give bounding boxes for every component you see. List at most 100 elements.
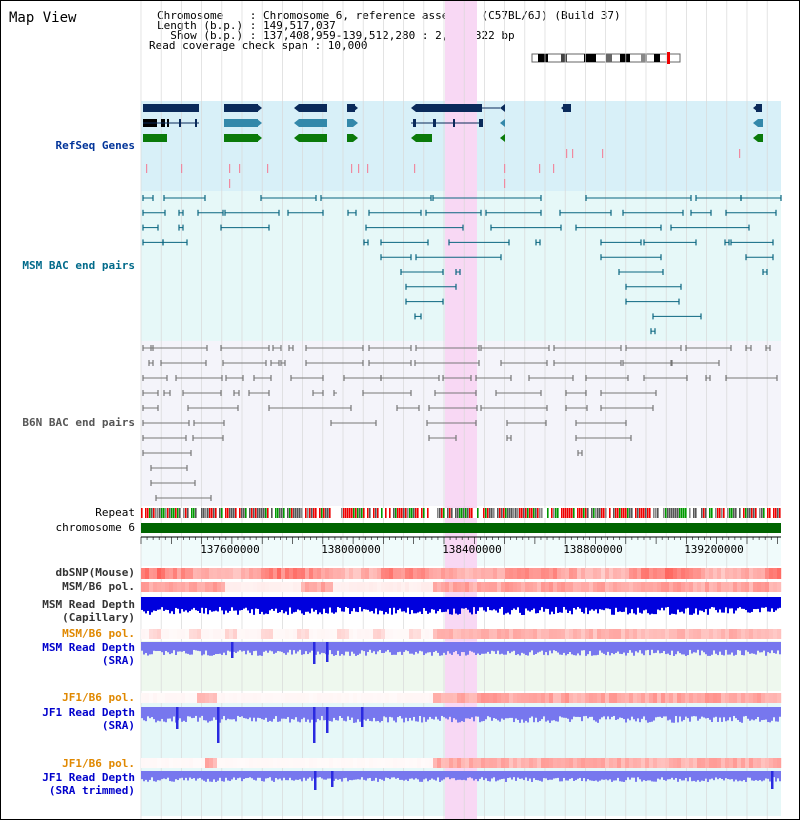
jf1-trim-depth-bar (487, 771, 489, 782)
msm-sra-depth-bar (473, 642, 475, 653)
jf1-trim-depth-bar (615, 771, 617, 781)
msm-capillary-depth-bar (499, 597, 501, 609)
jf1-sra-depth-bar (401, 707, 403, 719)
msm-pol-cell (229, 582, 234, 592)
gene-exon (179, 119, 181, 127)
msm-pol-cell (605, 582, 610, 592)
msm-pol-cell (569, 582, 574, 592)
dbsnp-cell (733, 568, 738, 579)
jf1-trim-pol-cell (185, 758, 190, 768)
dbsnp-cell (349, 568, 354, 579)
jf1-sra-depth-bar (385, 707, 387, 718)
msm-sra-depth-bar (563, 642, 565, 653)
jf1-trim-pol-cell (641, 758, 646, 768)
msm-pol-cell (245, 582, 250, 592)
jf1-trim-depth-bar (665, 771, 667, 781)
msm-capillary-depth-bar (203, 597, 205, 614)
msm-sra-depth-bar (651, 642, 653, 650)
msm-capillary-depth-bar (327, 597, 329, 614)
repeat-element (655, 508, 657, 518)
jf1-trim-depth-bar (387, 771, 389, 779)
msm-sra-pol-cell (441, 629, 446, 639)
jf1-sra-depth-bar (715, 707, 717, 717)
msm-sra-depth-bar (283, 642, 285, 654)
msm-pol-cell (653, 582, 658, 592)
msm-sra-depth-bar (767, 642, 769, 653)
jf1-trim-depth-bar (265, 771, 267, 779)
msm-pol-cell (629, 582, 634, 592)
jf1-sra-depth-bar (353, 707, 355, 723)
msm-sra-depth-bar (769, 642, 771, 654)
jf1-trim-depth-bar (663, 771, 665, 780)
jf1-trim-pol-cell (377, 758, 382, 768)
msm-sra-depth-bar (221, 642, 223, 655)
jf1-sra-depth-bar (377, 707, 379, 721)
jf1-trim-depth-bar (553, 771, 555, 779)
jf1-trim-pol-cell (665, 758, 670, 768)
jf1-trim-pol-cell (525, 758, 530, 768)
msm-capillary-depth-bar (147, 597, 149, 611)
msm-capillary-depth-bar (389, 597, 391, 609)
jf1-sra-depth-bar (469, 707, 471, 719)
repeat-element (377, 508, 379, 518)
dbsnp-cell (373, 568, 378, 579)
msm-sra-pol-cell (321, 629, 326, 639)
msm-sra-depth-bar (627, 642, 629, 653)
repeat-element (375, 508, 377, 518)
msm-capillary-depth-bar (541, 597, 543, 608)
repeat-element (703, 508, 705, 518)
jf1-sra-depth-bar (195, 707, 197, 716)
dbsnp-cell (197, 568, 202, 579)
msm-sra-depth-bar (435, 642, 437, 651)
jf1-sra-depth-bar (599, 707, 601, 720)
jf1-trim-depth-bar (659, 771, 661, 780)
position-axis: 137600000 138000000 138400000 138800000 1392… (140, 536, 781, 556)
jf1-pol-cell (161, 693, 166, 703)
msm-sra-pol-cell (165, 629, 170, 639)
msm-sra-depth-bar (147, 642, 149, 656)
msm-sra-depth-bar (201, 642, 203, 656)
msm-pol-cell (645, 582, 650, 592)
msm-sra-pol-cell (177, 629, 182, 639)
repeat-element (323, 508, 325, 518)
jf1-pol-cell (169, 693, 174, 703)
dbsnp-cell (353, 568, 358, 579)
jf1-pol-cell (417, 693, 422, 703)
jf1-trim-depth-bar (549, 771, 551, 780)
repeat-element (221, 508, 223, 518)
msm-sra-pol-cell (429, 629, 434, 639)
msm-capillary-depth-bar (463, 597, 465, 609)
jf1-sra-depth-bar (255, 707, 257, 722)
jf1-sra-depth-bar (315, 707, 317, 723)
jf1-trim-depth-bar (411, 771, 413, 779)
jf1-pol-cell (433, 693, 438, 703)
jf1-trim-pol-cell (745, 758, 750, 768)
jf1-trim-pol-cell (761, 758, 766, 768)
jf1-sra-depth-bar (429, 707, 431, 717)
jf1-sra-depth-bar (625, 707, 627, 723)
jf1-sra-depth-bar (263, 707, 265, 720)
jf1-sra-depth-bar (487, 707, 489, 717)
msm-sra-pol-cell (509, 629, 514, 639)
jf1-sra-depth-bar (763, 707, 765, 720)
jf1-trim-pol-cell (741, 758, 746, 768)
repeat-element (467, 508, 469, 518)
repeat-element (243, 508, 245, 518)
msm-sra-depth-spike (313, 642, 316, 664)
msm-sra-depth-bar (561, 642, 563, 655)
msm-sra-depth-bar (607, 642, 609, 652)
gene-transcript (756, 104, 762, 112)
jf1-trim-pol-cell (649, 758, 654, 768)
length-info: Length (b.p.) : 149,517,037 (157, 19, 336, 32)
repeat-element (447, 508, 449, 518)
chromosome-ideogram[interactable] (531, 52, 681, 64)
msm-sra-depth-bar (289, 642, 291, 650)
jf1-trim-depth-bar (187, 771, 189, 781)
msm-capillary-depth-bar (401, 597, 403, 612)
jf1-trim-pol-cell (365, 758, 370, 768)
msm-sra-depth-bar (779, 642, 781, 655)
msm-capillary-depth-bar (529, 597, 531, 612)
read-depth-tracks (141, 597, 781, 790)
jf1-sra-depth-bar (549, 707, 551, 723)
